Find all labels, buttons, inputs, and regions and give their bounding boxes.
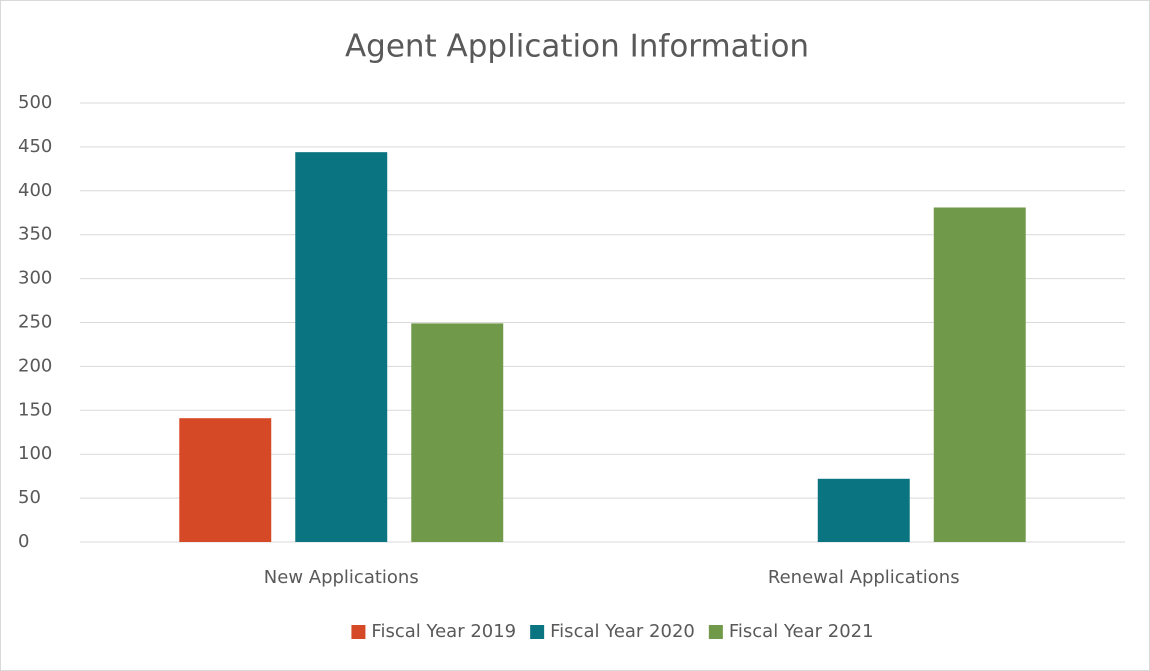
y-tick-label: 200 [18,355,52,376]
y-tick-label: 400 [18,180,52,201]
legend-swatch [708,625,723,639]
y-tick-label: 250 [18,312,52,333]
legend-swatch [351,625,366,639]
legend-label: Fiscal Year 2021 [729,621,874,642]
y-tick-label: 150 [18,399,52,420]
bar [411,323,504,542]
chart-title: Agent Application Information [345,29,809,65]
x-tick-label: Renewal Applications [768,567,960,588]
y-tick-label: 500 [18,92,52,113]
y-tick-label: 0 [18,531,29,552]
y-tick-label: 350 [18,224,52,245]
y-tick-label: 450 [18,136,52,157]
bar [295,152,388,542]
bar [179,418,272,542]
bar [817,478,910,542]
x-tick-label: New Applications [264,567,419,588]
y-tick-label: 100 [18,443,52,464]
y-tick-label: 300 [18,268,52,289]
legend-label: Fiscal Year 2019 [371,621,516,642]
legend-label: Fiscal Year 2020 [550,621,695,642]
y-tick-label: 50 [18,487,41,508]
bar [933,207,1026,542]
legend-swatch [530,625,545,639]
